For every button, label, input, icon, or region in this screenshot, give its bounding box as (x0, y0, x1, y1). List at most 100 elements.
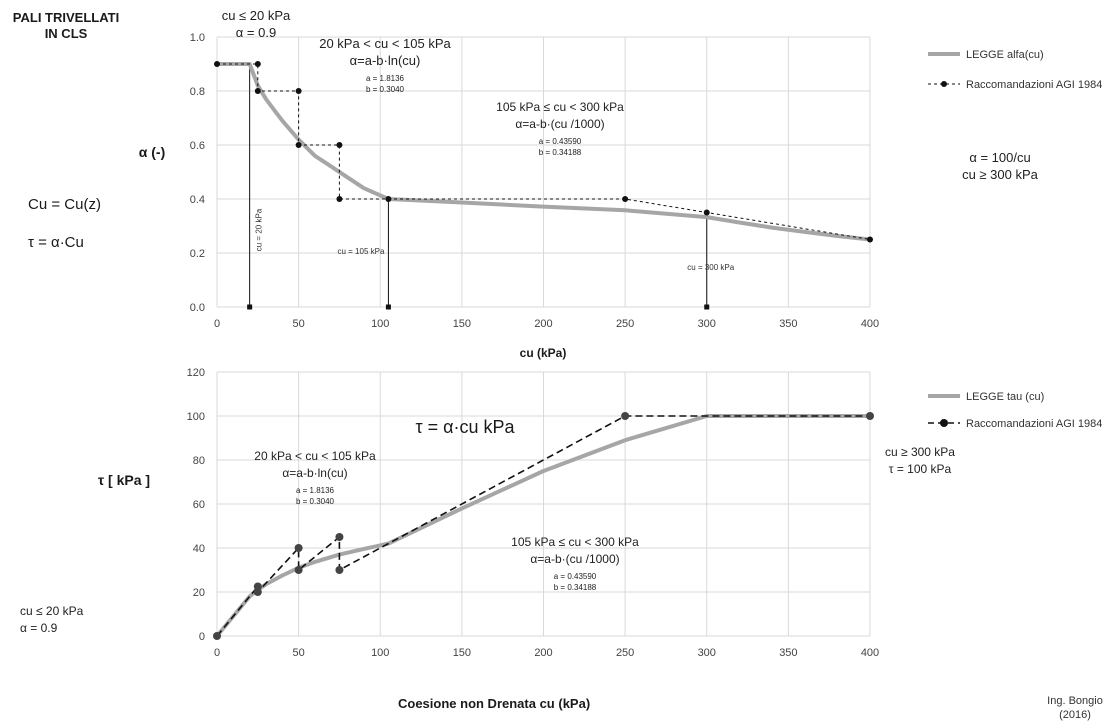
series-point (253, 582, 262, 591)
y-tick-label: 60 (193, 499, 205, 511)
annotation-line: α=a-b·ln(cu) (350, 53, 421, 68)
annotation-line: α=a-b·(cu /1000) (530, 552, 619, 566)
y-tick-label: 1.0 (190, 32, 205, 44)
annotation-line: 105 kPa ≤ cu < 300 kPa (496, 100, 624, 114)
page-title: PALI TRIVELLATI IN CLS (6, 10, 126, 42)
annotation-line: α = 0.9 (20, 621, 58, 635)
legend-label: LEGGE alfa(cu) (966, 49, 1044, 61)
reference-marker (704, 304, 710, 310)
annotation-line: cu ≤ 20 kPa (20, 604, 84, 618)
series-point (621, 412, 630, 420)
annotation: 20 kPa < cu < 105 kPa α=a-b·ln(cu) a = 1.8… (254, 449, 376, 506)
annotation: cu ≥ 300 kPa τ = 100 kPa (885, 445, 955, 476)
x-tick-label: 400 (861, 318, 879, 330)
x-tick-label: 100 (371, 647, 389, 659)
annotation: cu ≤ 20 kPa α = 0.9 (222, 8, 291, 40)
annotation-line: a = 0.43590 (554, 572, 597, 581)
annotation-line: b = 0.3040 (296, 497, 335, 506)
annotation-line: 20 kPa < cu < 105 kPa (319, 36, 451, 51)
series-point (295, 88, 302, 94)
annotation-line: cu ≤ 20 kPa (222, 8, 291, 23)
reference-label: cu = 105 kPa (337, 247, 384, 256)
y-tick-label: 0.8 (190, 86, 205, 98)
relation-cu: Cu = Cu(z) (28, 196, 101, 213)
series-point (295, 142, 302, 148)
series-point (294, 566, 303, 574)
annotation-line: a = 1.8136 (296, 486, 335, 495)
series-line-1 (215, 62, 872, 242)
series-point (254, 61, 261, 67)
x-tick-label: 50 (293, 647, 305, 659)
series-point (866, 412, 874, 420)
y-axis-title: α (-) (139, 144, 165, 160)
series-point (336, 142, 343, 148)
title-line-1: PALI TRIVELLATI (12, 10, 120, 25)
annotation-line: b = 0.34188 (539, 148, 582, 157)
x-tick-label: 250 (616, 318, 634, 330)
series-point (622, 196, 629, 202)
x-tick-label: 350 (779, 647, 797, 659)
y-tick-label: 0.2 (190, 248, 205, 260)
relation-tau: τ = α·Cu (28, 234, 84, 251)
legend-swatch-point (941, 81, 947, 87)
reference-marker (385, 304, 391, 310)
legend-label: LEGGE tau (cu) (966, 391, 1044, 403)
annotation-line: α = 100/cu (969, 150, 1030, 165)
x-tick-label: 200 (534, 318, 552, 330)
x-tick-label: 400 (861, 647, 879, 659)
chart-2: 0 50 100 150 200 250 300 350 400 0 20 40 60 80 100 120 τ… (20, 367, 1102, 659)
annotation-line: b = 0.3040 (366, 85, 405, 94)
x-tick-label: 200 (534, 647, 552, 659)
x-tick-label: 150 (453, 318, 471, 330)
annotation: α = 100/cu cu ≥ 300 kPa (962, 150, 1039, 182)
x-axis-title: cu (kPa) (520, 346, 567, 360)
legend-label: Raccomandazioni AGI 1984 (966, 79, 1102, 91)
chart-title: τ = α·cu kPa (415, 417, 515, 437)
x-tick-label: 50 (293, 318, 305, 330)
series-point (335, 533, 344, 541)
series-line-2 (216, 415, 870, 637)
annotation-line: cu ≥ 300 kPa (885, 445, 955, 459)
reference-label: cu = 20 kPa (255, 208, 264, 251)
reference-marker (247, 304, 253, 310)
annotation: 105 kPa ≤ cu < 300 kPa α=a-b·(cu /1000) a … (496, 100, 624, 157)
x-tick-label: 300 (698, 318, 716, 330)
credit-line-1: Ing. Bongio (1047, 695, 1103, 707)
x-axis-title: Coesione non Drenata cu (kPa) (398, 696, 591, 711)
x-tick-label: 300 (698, 647, 716, 659)
series-point (335, 566, 344, 574)
annotation: 20 kPa < cu < 105 kPa α=a-b·ln(cu) a = 1.8… (319, 36, 451, 94)
y-tick-label: 120 (187, 367, 205, 379)
annotation: cu ≤ 20 kPa α = 0.9 (20, 604, 84, 635)
x-tick-label: 350 (779, 318, 797, 330)
credit-line-2: (2016) (1059, 709, 1091, 721)
y-tick-label: 0 (199, 631, 205, 643)
x-tick-label: 0 (214, 647, 220, 659)
series-point (703, 209, 710, 216)
annotation: 105 kPa ≤ cu < 300 kPa α=a-b·(cu /1000) a … (511, 535, 639, 592)
annotation-line: α=a-b·(cu /1000) (515, 117, 604, 131)
x-tick-label: 250 (616, 647, 634, 659)
series-point (213, 632, 221, 640)
series-point (214, 61, 220, 67)
y-tick-label: 80 (193, 455, 205, 467)
legend-label: Raccomandazioni AGI 1984 (966, 418, 1102, 430)
series-point (253, 588, 262, 596)
y-axis-title: τ [ kPa ] (98, 472, 150, 488)
y-tick-label: 0.6 (190, 140, 205, 152)
annotation-line: a = 0.43590 (539, 137, 582, 146)
reference-label: cu = 300 kPa (687, 263, 734, 272)
y-tick-label: 0.0 (190, 302, 205, 314)
series-point (385, 196, 392, 202)
series-line-2 (217, 63, 871, 240)
series-point (336, 196, 343, 202)
x-tick-label: 150 (453, 647, 471, 659)
annotation-line: α=a-b·ln(cu) (282, 466, 347, 480)
x-tick-label: 100 (371, 318, 389, 330)
annotation-line: cu ≥ 300 kPa (962, 167, 1039, 182)
series-point (867, 236, 873, 243)
y-tick-label: 100 (187, 411, 205, 423)
annotation-line: τ = 100 kPa (889, 462, 952, 476)
series-point (254, 88, 261, 94)
